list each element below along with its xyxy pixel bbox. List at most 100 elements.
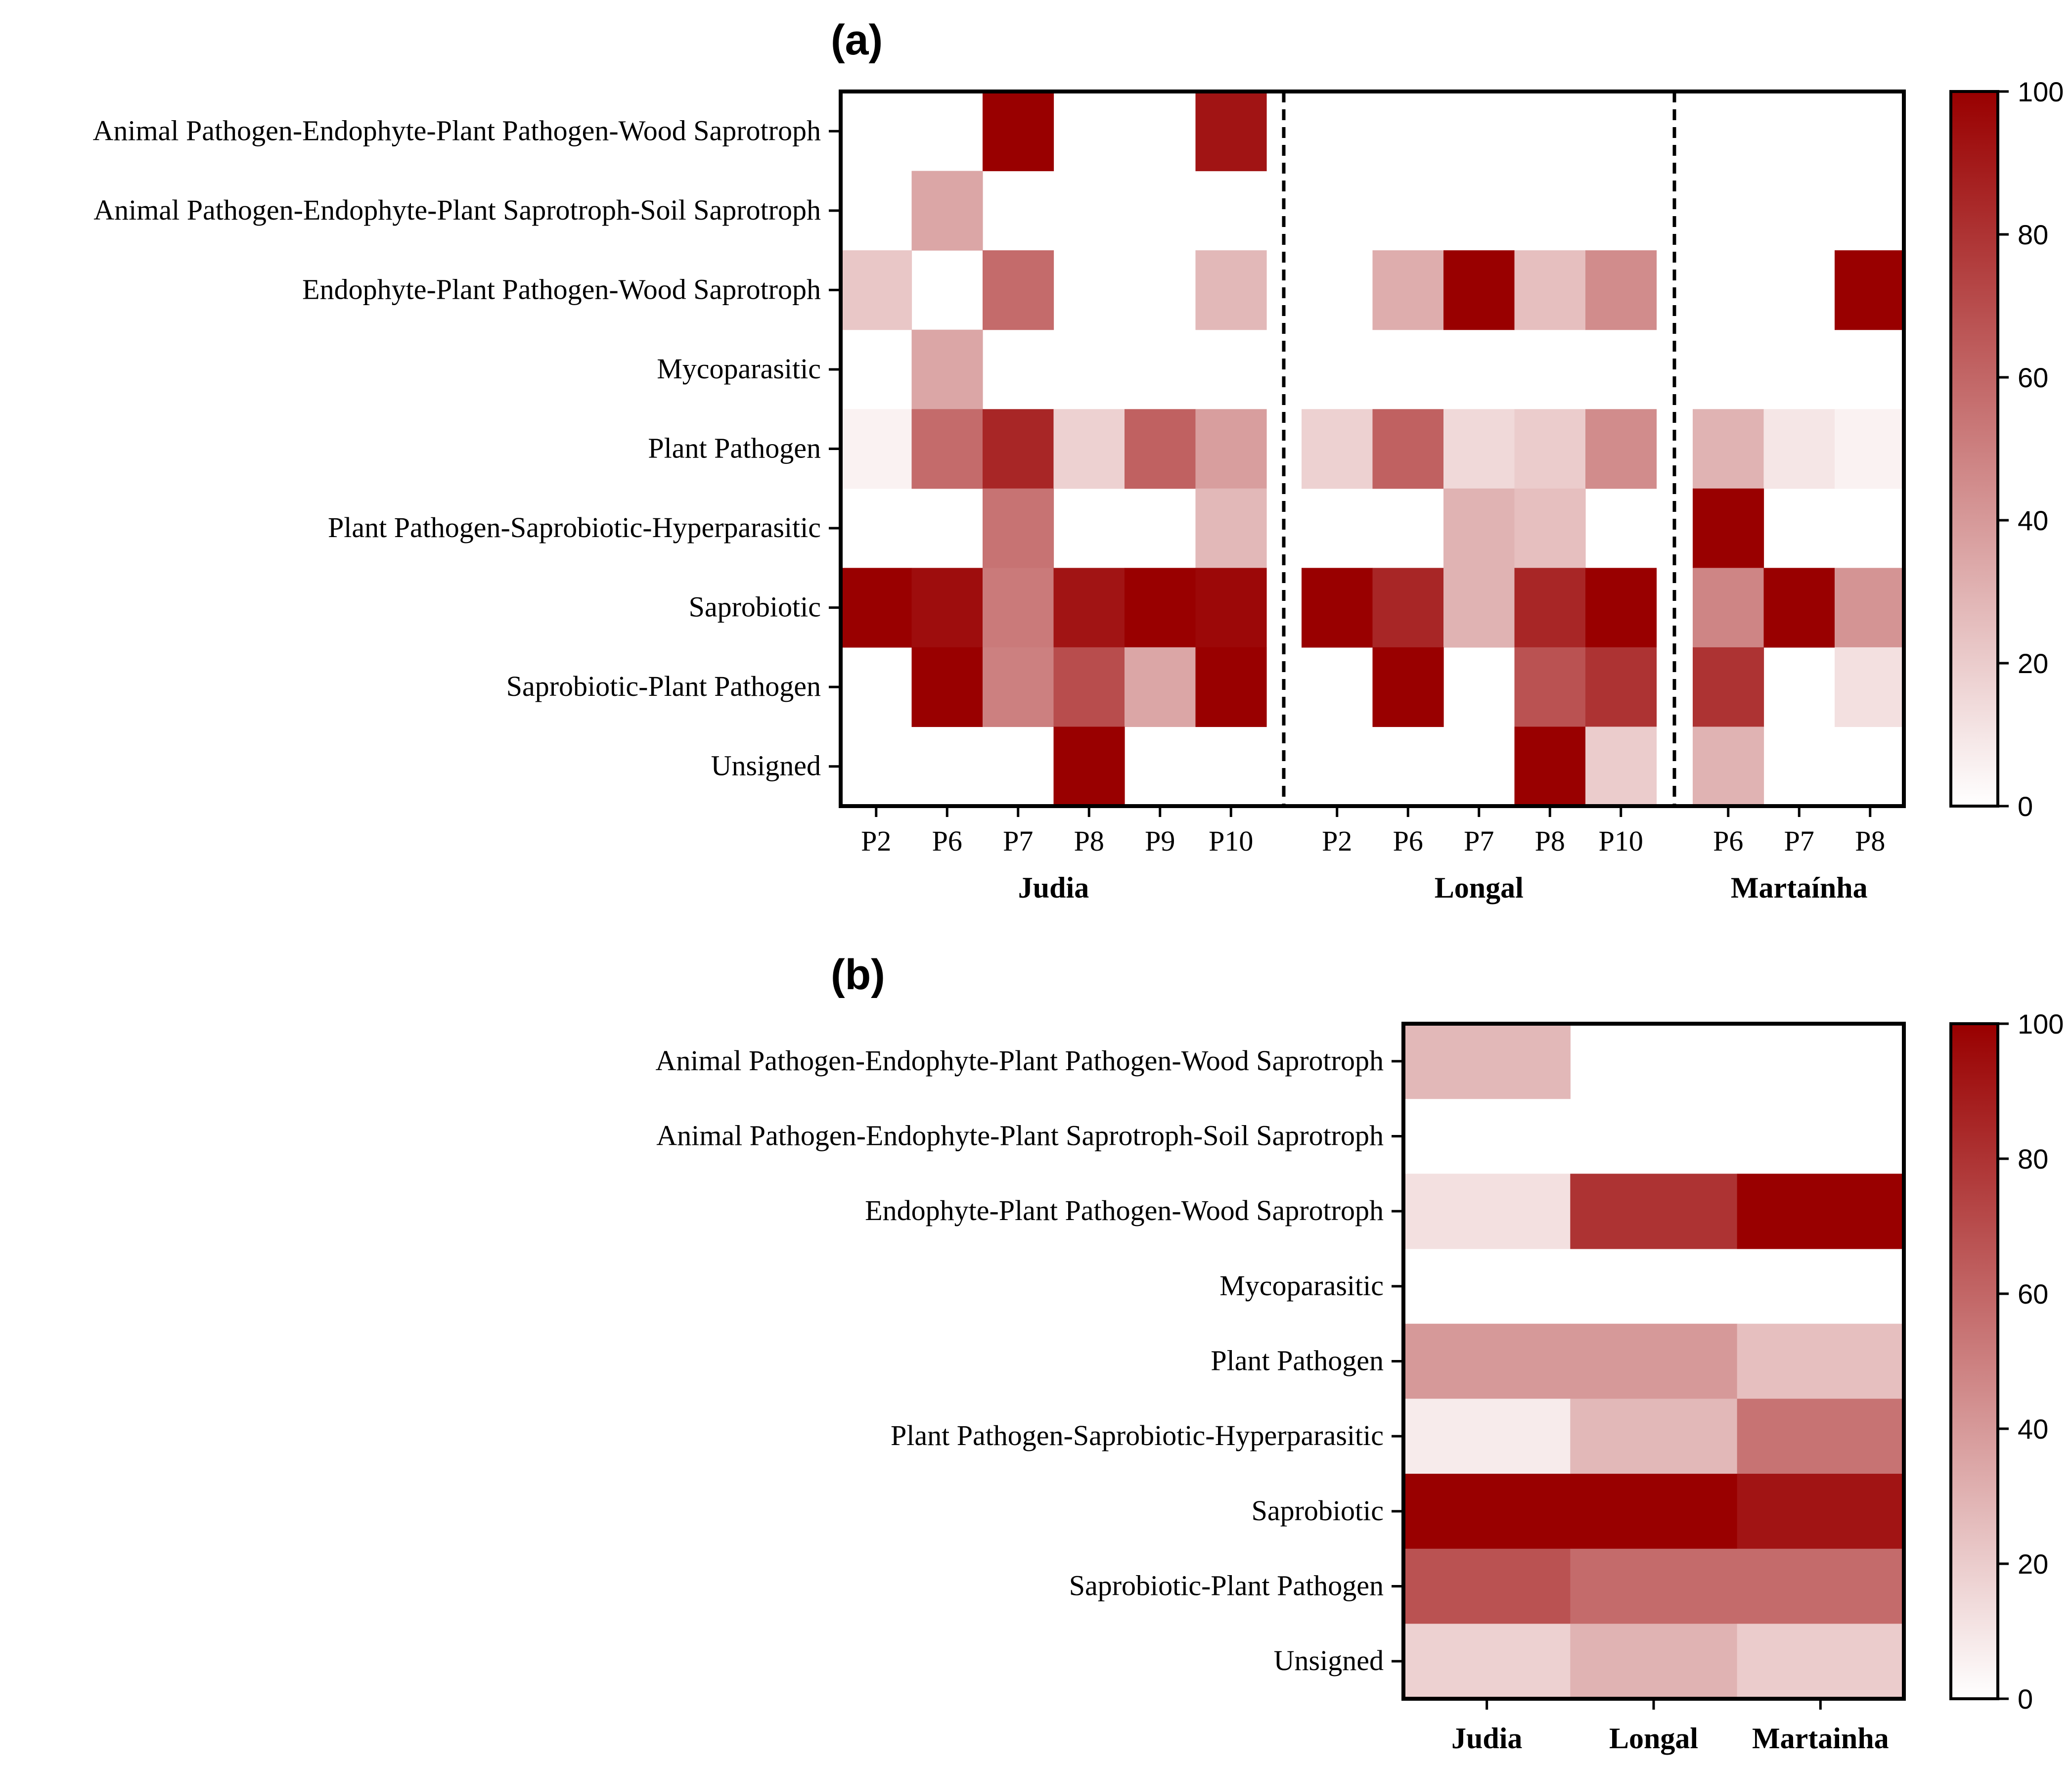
heatmap-cell xyxy=(911,568,983,648)
panel-a-colorbar xyxy=(1949,90,1999,808)
x-tick-label: P9 xyxy=(1145,825,1175,857)
heatmap-cell xyxy=(1514,568,1586,648)
heatmap-cell xyxy=(1737,1624,1904,1699)
panel-a-colorbar-tick-label: 20 xyxy=(2018,648,2048,679)
heatmap-cell xyxy=(841,250,912,330)
heatmap-cell xyxy=(1053,409,1125,489)
heatmap-cell xyxy=(1737,1323,1904,1399)
group-label-marta-nha: Martaínha xyxy=(1731,871,1868,904)
panel-b-colorbar xyxy=(1949,1022,1999,1700)
heatmap-cell xyxy=(1403,1399,1571,1474)
group-label-longal: Longal xyxy=(1435,871,1524,904)
heatmap-cell xyxy=(983,91,1054,172)
heatmap-cell xyxy=(1372,409,1444,489)
y-tick-label: Animal Pathogen-Endophyte-Plant Saprotro… xyxy=(93,194,821,226)
heatmap-cell xyxy=(1195,488,1267,568)
heatmap-cell xyxy=(1403,1548,1571,1624)
group-label-judia: Judia xyxy=(1018,871,1089,904)
y-tick-label: Plant Pathogen-Saprobiotic-Hyperparasiti… xyxy=(891,1419,1384,1451)
panel-a-colorbar-tick-label: 0 xyxy=(2018,791,2033,822)
y-tick-label: Animal Pathogen-Endophyte-Plant Pathogen… xyxy=(656,1044,1384,1077)
heatmap-cell xyxy=(1372,250,1444,330)
heatmap-cell xyxy=(1763,409,1835,489)
panel-a-colorbar-tick-label: 40 xyxy=(2018,505,2048,536)
y-tick-label: Saprobiotic-Plant Pathogen xyxy=(506,670,821,702)
heatmap-cell xyxy=(1443,568,1515,648)
x-tick-label: P6 xyxy=(1713,825,1743,857)
panel-b-colorbar-tick-label: 40 xyxy=(2018,1413,2048,1445)
heatmap-cell xyxy=(1514,726,1586,807)
heatmap-cell xyxy=(983,250,1054,330)
heatmap-cell xyxy=(983,488,1054,568)
heatmap-cell xyxy=(1403,1624,1571,1699)
y-tick-label: Saprobiotic-Plant Pathogen xyxy=(1069,1570,1384,1602)
heatmap-cell xyxy=(1570,1399,1738,1474)
heatmap-cell xyxy=(1125,409,1196,489)
panel-b-frame xyxy=(1401,1022,1906,1701)
heatmap-cell xyxy=(1737,1174,1904,1249)
y-tick-label: Saprobiotic xyxy=(1252,1495,1384,1527)
heatmap-cell xyxy=(1693,726,1764,807)
heatmap-cell xyxy=(1737,1399,1904,1474)
heatmap-cell xyxy=(1443,250,1515,330)
heatmap-cell xyxy=(1570,1624,1738,1699)
x-tick-label: Judia xyxy=(1451,1722,1522,1755)
x-tick-label: P6 xyxy=(1393,825,1423,857)
y-tick-label: Endophyte-Plant Pathogen-Wood Saprotroph xyxy=(865,1194,1384,1226)
panel-a-frame xyxy=(839,90,1906,808)
x-tick-label: P7 xyxy=(1784,825,1814,857)
y-tick-label: Unsigned xyxy=(1274,1644,1384,1676)
x-tick-label: P8 xyxy=(1535,825,1565,857)
x-tick-label: P10 xyxy=(1209,825,1253,857)
heatmap-cell xyxy=(1693,488,1764,568)
heatmap-cell xyxy=(841,568,912,648)
y-tick-label: Animal Pathogen-Endophyte-Plant Pathogen… xyxy=(93,114,821,146)
heatmap-cell xyxy=(911,409,983,489)
heatmap-cell xyxy=(983,647,1054,727)
x-tick-label: P2 xyxy=(861,825,891,857)
panel-a-colorbar-tick-label: 100 xyxy=(2018,76,2064,107)
heatmap-cell xyxy=(1570,1323,1738,1399)
panel-b-colorbar-tick-label: 60 xyxy=(2018,1278,2048,1310)
x-tick-label: Longal xyxy=(1609,1722,1698,1755)
heatmap-cell xyxy=(1053,568,1125,648)
heatmap-cell xyxy=(1835,409,1906,489)
heatmap-cell xyxy=(1195,568,1267,648)
heatmap-cell xyxy=(1835,647,1906,727)
heatmap-cell xyxy=(1403,1024,1571,1099)
heatmap-cell xyxy=(1693,647,1764,727)
panel-a-heatmap: P2 P6 P7 P8 P9 P10 Judia P2 P6 P7 P8 P10 Longal P6 P7 P… xyxy=(93,76,2064,904)
heatmap-cell xyxy=(1403,1474,1571,1549)
heatmap-cell xyxy=(1585,409,1657,489)
panel-a-label: (a) xyxy=(831,16,883,64)
heatmap-cell xyxy=(1403,1323,1571,1399)
heatmap-cell xyxy=(1302,568,1373,648)
heatmap-cell xyxy=(911,171,983,251)
heatmap-cell xyxy=(911,329,983,409)
heatmap-cell xyxy=(1195,250,1267,330)
heatmap-cell xyxy=(1570,1548,1738,1624)
heatmap-cell xyxy=(1372,647,1444,727)
panel-b-colorbar-tick-label: 0 xyxy=(2018,1683,2033,1715)
heatmap-cell xyxy=(1570,1474,1738,1549)
heatmap-cell xyxy=(1443,409,1515,489)
heatmap-cell xyxy=(983,568,1054,648)
x-tick-label: P2 xyxy=(1322,825,1352,857)
heatmap-cell xyxy=(1835,568,1906,648)
heatmap-cell xyxy=(841,409,912,489)
heatmap-cell xyxy=(1514,250,1586,330)
heatmap-cell xyxy=(1514,647,1586,727)
panel-a-colorbar-tick-label: 80 xyxy=(2018,219,2048,250)
x-tick-label: P8 xyxy=(1855,825,1885,857)
heatmap-cell xyxy=(1514,488,1586,568)
heatmap-cell xyxy=(1443,488,1515,568)
heatmap-cell xyxy=(1053,726,1125,807)
x-tick-label: P7 xyxy=(1003,825,1033,857)
heatmap-cell xyxy=(1737,1548,1904,1624)
heatmap-cell xyxy=(1514,409,1586,489)
heatmap-cell xyxy=(1125,647,1196,727)
y-tick-label: Saprobiotic xyxy=(689,591,821,623)
y-tick-label: Plant Pathogen-Saprobiotic-Hyperparasiti… xyxy=(328,511,821,544)
heatmap-cell xyxy=(983,409,1054,489)
